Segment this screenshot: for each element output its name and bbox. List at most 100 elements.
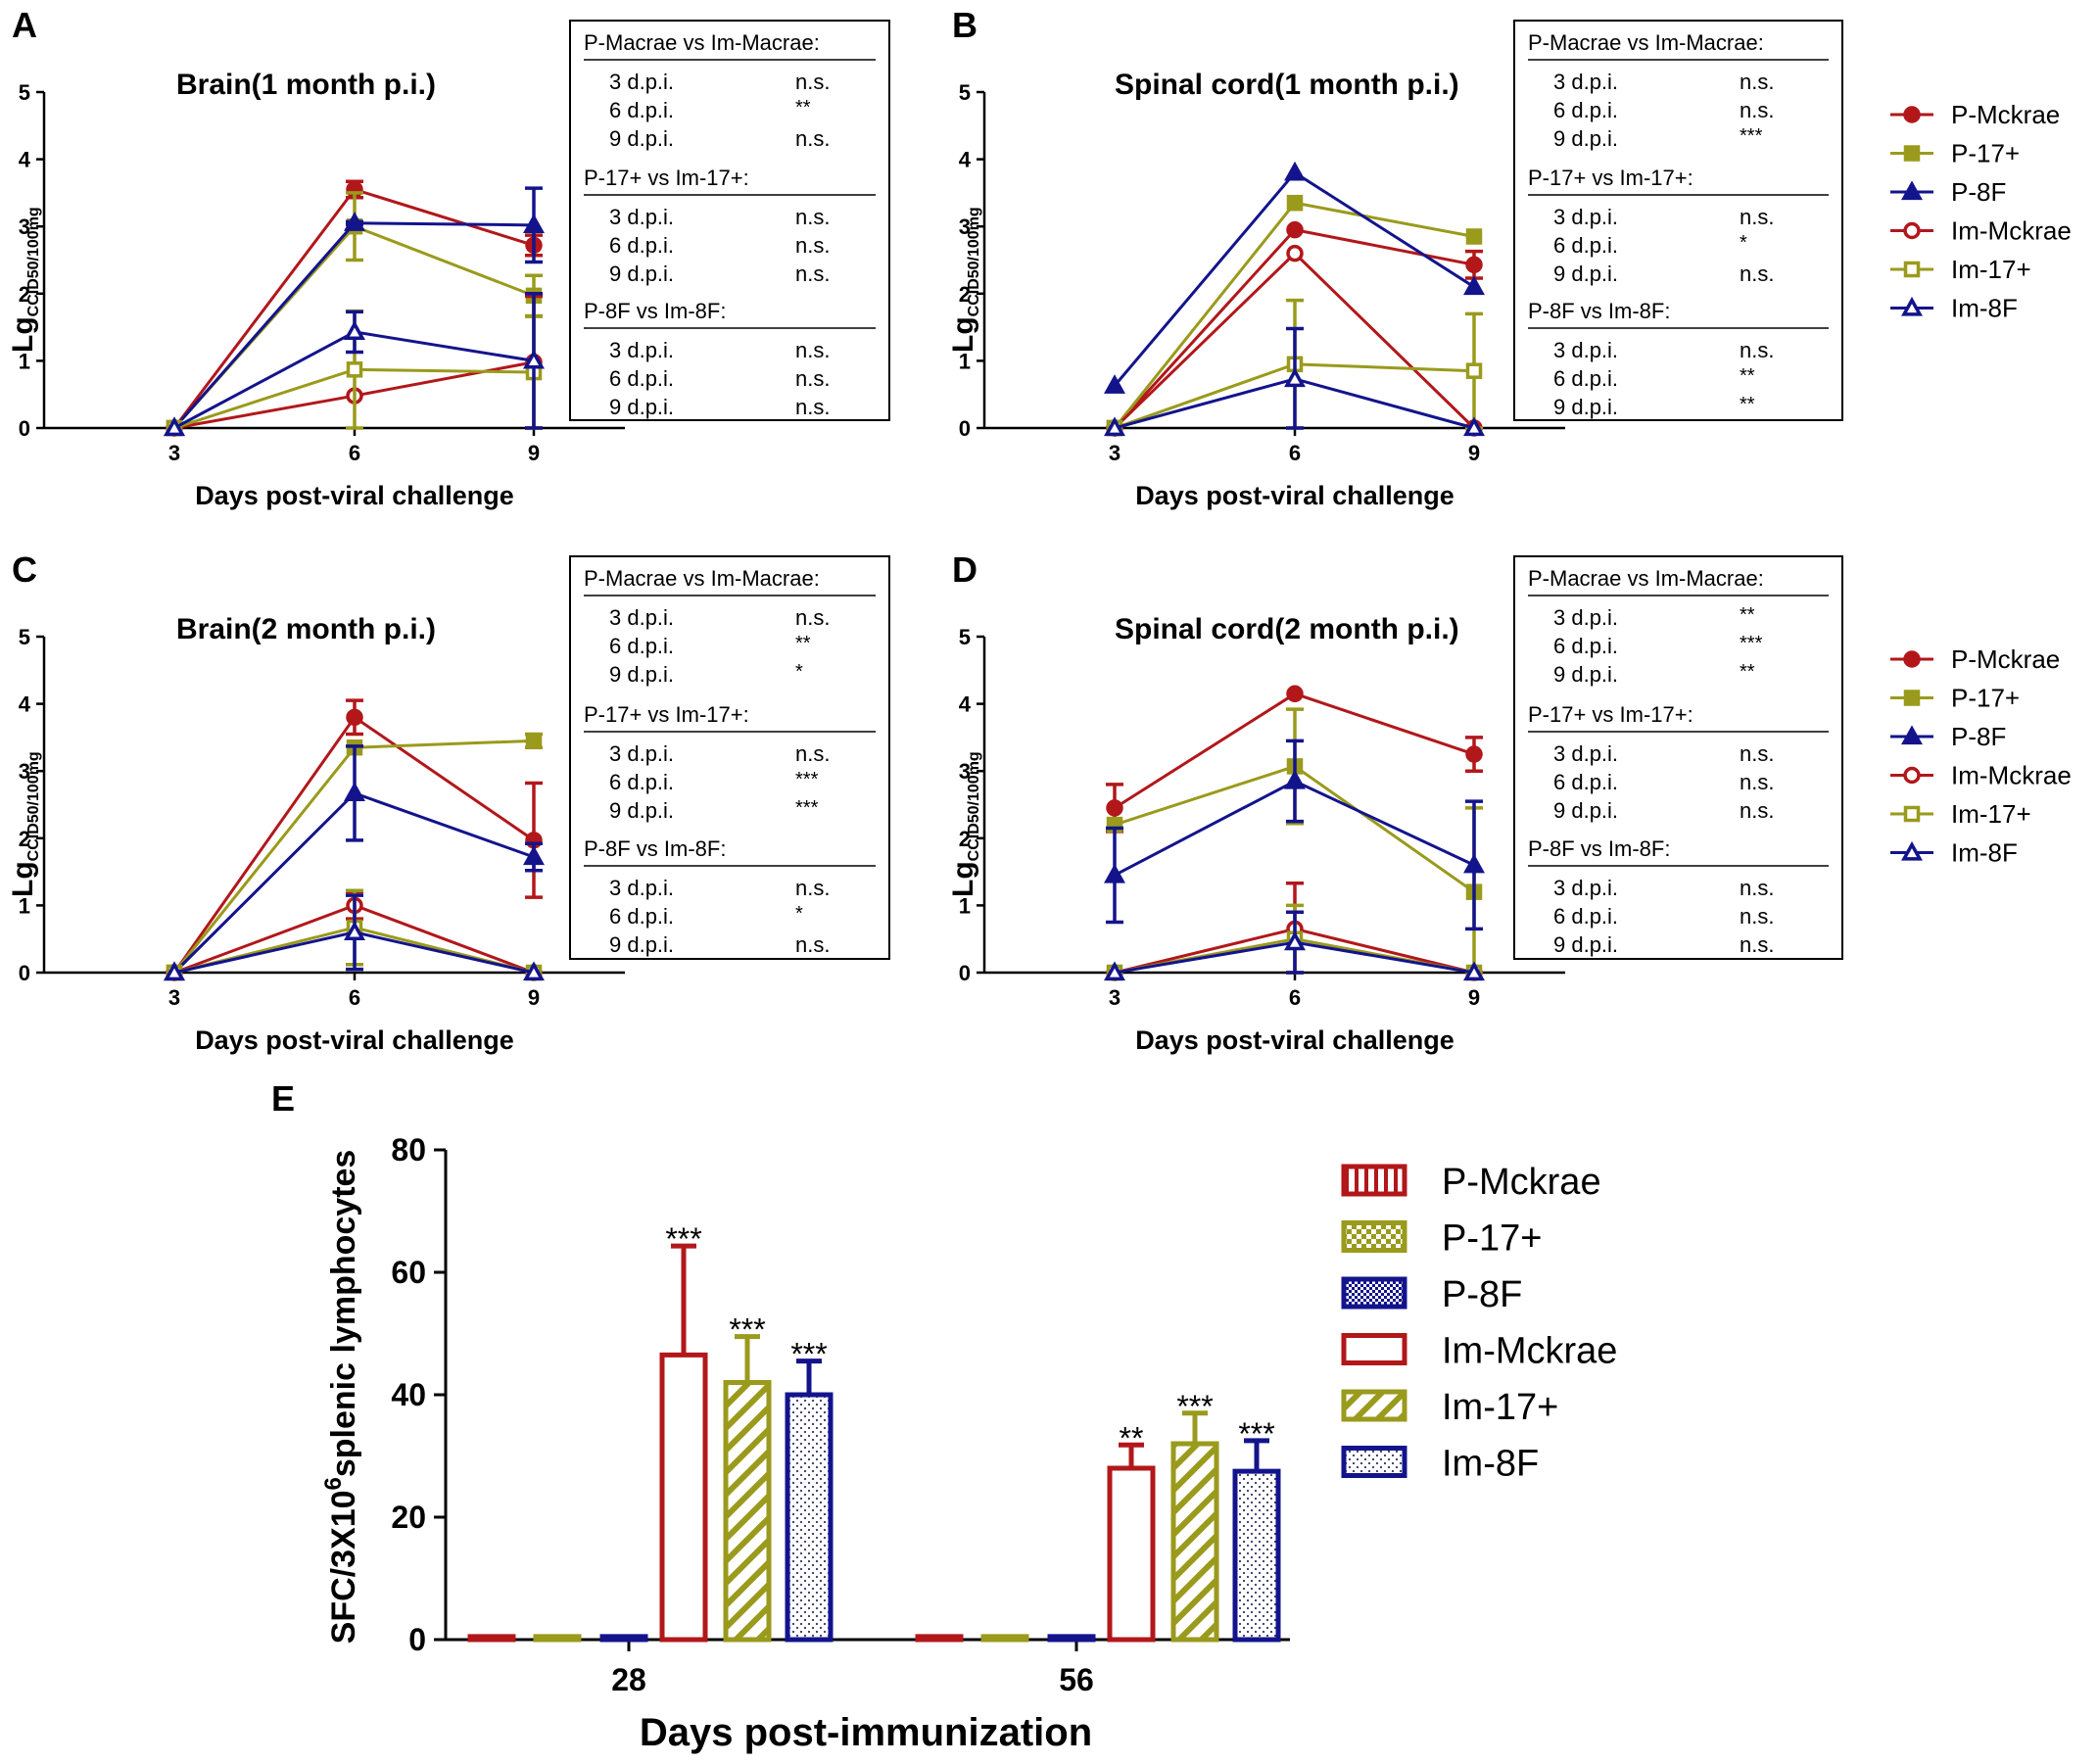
bar <box>980 1634 1029 1643</box>
bar-series-im-8f: *** *** <box>785 1337 1281 1643</box>
y-tick-label: 1 <box>959 893 971 918</box>
significance-stars: *** <box>1238 1416 1274 1452</box>
y-axis-label: LgCCID50/100mg <box>7 751 42 897</box>
y-axis-label: LgCCID50/100mg <box>7 207 42 353</box>
stats-row-significance: n.s. <box>795 205 830 229</box>
stats-row-label: 3 d.p.i. <box>1553 605 1618 630</box>
y-tick-label: 3 <box>19 759 30 784</box>
x-tick-label: 3 <box>168 441 180 465</box>
x-axis-label: Days post-viral challenge <box>1135 481 1454 510</box>
series-p-mckrae <box>166 698 543 981</box>
data-point <box>164 416 185 437</box>
data-point <box>523 349 545 369</box>
x-tick-label: 6 <box>349 985 360 1010</box>
stats-row-label: 3 d.p.i. <box>609 338 674 362</box>
stats-row-significance: n.s. <box>1740 741 1774 766</box>
x-tick-label: 3 <box>1109 985 1121 1010</box>
stats-row-significance: *** <box>1740 125 1763 147</box>
data-point <box>344 320 365 341</box>
data-point <box>1286 220 1304 239</box>
stats-row-label: 3 d.p.i. <box>609 205 674 229</box>
x-tick-label: 6 <box>1289 441 1301 465</box>
legend-label: P-8F <box>1951 722 2006 751</box>
y-axis-label: LgCCID50/100mg <box>947 751 982 897</box>
stats-row-significance: n.s. <box>795 741 830 766</box>
legend-marker <box>1901 840 1923 861</box>
y-axis-label-main: Lg <box>947 316 979 353</box>
stats-row-label: 3 d.p.i. <box>1553 205 1618 229</box>
data-point <box>1284 161 1306 181</box>
stats-header: P-17+ vs Im-17+: <box>1528 166 1693 190</box>
stats-header: P-Macrae vs Im-Macrae: <box>584 566 820 591</box>
series-p-mckrae <box>1106 685 1483 834</box>
bar <box>785 1392 834 1643</box>
data-point <box>1286 194 1304 212</box>
series-im-8f <box>164 893 545 981</box>
bar-series-im-mckrae: ***** <box>659 1221 1156 1643</box>
stats-row-significance: n.s. <box>1740 798 1774 823</box>
bar <box>467 1634 516 1643</box>
data-point <box>346 361 363 378</box>
data-point <box>346 708 363 727</box>
y-axis-label-superscript: 6 <box>320 1477 347 1490</box>
stats-row-significance: * <box>1740 232 1747 254</box>
legend-marker <box>1903 805 1921 823</box>
stats-row-label: 9 d.p.i. <box>1553 126 1618 151</box>
stats-row-label: 9 d.p.i. <box>1553 262 1618 286</box>
panel-title: Brain(1 month p.i.) <box>176 69 436 101</box>
data-point <box>1104 416 1125 437</box>
panel-letter: D <box>952 549 977 590</box>
stats-row-significance: n.s. <box>795 233 830 258</box>
bar-series-p-17plus <box>533 1634 1029 1643</box>
legend-label: P-Mckrae <box>1442 1162 1601 1203</box>
stats-row-significance: * <box>795 903 803 925</box>
stats-row-label: 3 d.p.i. <box>1553 338 1618 362</box>
y-tick-label: 60 <box>391 1255 426 1290</box>
data-point <box>1465 256 1483 274</box>
bar <box>1047 1634 1096 1643</box>
legend-marker <box>1903 221 1921 240</box>
y-tick-label: 3 <box>19 215 30 239</box>
y-axis-label-sub: CCID50/100mg <box>966 751 982 861</box>
stats-box: P-Macrae vs Im-Macrae: 3 d.p.i. ** 6 d.p.i.… <box>1513 555 1843 960</box>
bar <box>723 1380 772 1643</box>
y-tick-label: 5 <box>959 625 971 649</box>
stats-row-significance: n.s. <box>1740 338 1774 362</box>
panel-title: Spinal cord(1 month p.i.) <box>1115 69 1459 101</box>
stats-row-significance: n.s. <box>795 366 830 391</box>
data-point <box>1284 367 1306 388</box>
stats-header: P-17+ vs Im-17+: <box>584 702 749 727</box>
stats-header: P-8F vs Im-8F: <box>1528 836 1670 861</box>
legend-label: Im-17+ <box>1442 1387 1558 1428</box>
stats-row-label: 6 d.p.i. <box>1553 366 1618 391</box>
significance-stars: *** <box>1176 1389 1213 1424</box>
y-tick-label: 0 <box>959 961 971 985</box>
y-tick-label: 1 <box>19 893 30 918</box>
stats-row-label: 3 d.p.i. <box>609 876 674 900</box>
legend-label: Im-17+ <box>1951 255 2031 284</box>
y-tick-label: 5 <box>19 625 30 649</box>
bar-series-p-mckrae <box>467 1634 964 1643</box>
panel-letter: A <box>12 5 37 45</box>
stats-row-label: 6 d.p.i. <box>1553 770 1618 794</box>
legend-marker <box>1903 106 1921 123</box>
y-axis-label-main: Lg <box>947 861 979 897</box>
data-point <box>344 921 365 940</box>
data-point <box>523 845 545 866</box>
stats-row-significance: * <box>795 661 803 683</box>
y-tick-label: 4 <box>19 148 31 172</box>
stats-row-significance: n.s. <box>795 126 830 151</box>
y-axis-label-sub: CCID50/100mg <box>25 751 42 861</box>
panel-letter: C <box>12 549 37 590</box>
data-point <box>1465 228 1483 245</box>
stats-row-significance: n.s. <box>1740 770 1774 794</box>
x-tick-label: 9 <box>1468 441 1480 465</box>
stats-row-significance: n.s. <box>795 338 830 362</box>
data-point <box>1465 745 1483 763</box>
stats-row-label: 9 d.p.i. <box>1553 932 1618 957</box>
legend-label: Im-17+ <box>1951 799 2031 829</box>
legend-marker <box>1903 261 1921 278</box>
data-point <box>1104 961 1125 981</box>
legend-marker <box>1901 180 1923 201</box>
